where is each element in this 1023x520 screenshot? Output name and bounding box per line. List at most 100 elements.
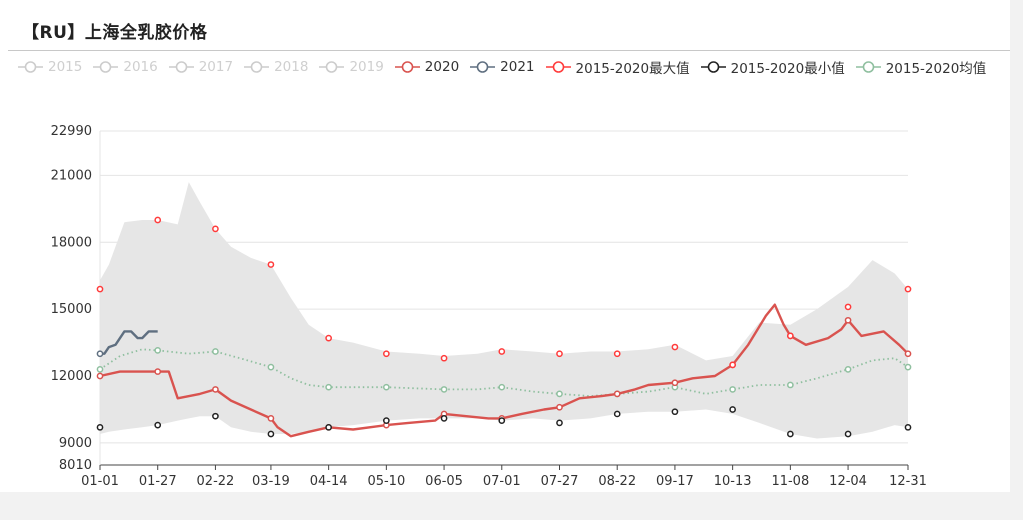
- x-tick-label: 04-14: [310, 474, 348, 489]
- max-point: [904, 285, 912, 293]
- min-point: [671, 408, 679, 416]
- y-tick-label: 18000: [51, 235, 92, 250]
- 2020-point: [671, 379, 679, 387]
- legend-marker-icon: [319, 61, 345, 73]
- average-point: [440, 386, 448, 393]
- x-tick-label: 07-27: [541, 474, 579, 489]
- legend-item-2016[interactable]: 2016: [93, 56, 158, 78]
- legend-label: 2015-2020均值: [885, 61, 987, 77]
- legend-item-2015-2020最小值[interactable]: 2015-2020最小值: [700, 56, 845, 78]
- legend-label: 2015-2020最小值: [730, 61, 845, 77]
- legend-marker-icon: [18, 61, 43, 73]
- chart-panel: 【RU】上海全乳胶价格 2015 2016 2017 2018 2019 2020 2021…: [0, 0, 1010, 492]
- average-point: [325, 383, 332, 391]
- min-point: [787, 430, 794, 438]
- average-point: [844, 365, 852, 373]
- average-point: [154, 347, 162, 354]
- average-point: [212, 348, 219, 355]
- y-tick-label: 22990: [51, 124, 92, 139]
- legend-marker-icon: [168, 61, 194, 73]
- x-tick-label: 06-05: [425, 474, 463, 489]
- min-point: [212, 412, 219, 420]
- title-divider: [8, 50, 1010, 51]
- x-tick-label: 11-08: [771, 474, 809, 489]
- legend-marker-icon: [394, 61, 420, 73]
- legend-item-2019[interactable]: 2019: [319, 56, 384, 78]
- legend-item-2021[interactable]: 2021: [470, 56, 535, 78]
- 2020-point: [267, 415, 275, 422]
- legend-label: 2020: [424, 59, 460, 75]
- y-tick-label: 12000: [51, 369, 92, 384]
- 2020-point: [904, 350, 912, 358]
- max-point: [325, 334, 332, 342]
- average-point: [383, 383, 390, 391]
- min-point: [904, 423, 912, 431]
- legend-marker-icon: [545, 61, 571, 73]
- legend-marker-icon: [700, 61, 726, 73]
- average-point: [96, 365, 104, 373]
- average-point: [729, 386, 736, 393]
- legend-label: 2015: [48, 59, 83, 75]
- average-point: [904, 363, 912, 371]
- line-chart: 8010 9000 12000 15000 18000 21000 22990 01-01 01…: [51, 124, 927, 489]
- series-line-2021: [100, 330, 158, 355]
- y-tick-label: 15000: [51, 302, 92, 317]
- legend: 2015 2016 2017 2018 2019 2020 2021 2015-2020最大值…: [18, 56, 1003, 78]
- x-tick-label: 10-13: [714, 474, 752, 489]
- min-point: [498, 417, 506, 424]
- legend-item-2018[interactable]: 2018: [244, 56, 308, 78]
- legend-marker-icon: [470, 61, 496, 73]
- max-point: [267, 261, 275, 268]
- min-point: [267, 430, 275, 438]
- max-point: [556, 350, 563, 358]
- min-point: [556, 419, 563, 427]
- max-point: [96, 285, 104, 293]
- 2020-point: [844, 316, 852, 324]
- chart-title: 【RU】上海全乳胶价格: [22, 23, 208, 43]
- legend-item-2015-2020均值[interactable]: 2015-2020均值: [855, 56, 987, 78]
- legend-marker-icon: [244, 61, 270, 73]
- legend-label: 2019: [349, 59, 384, 75]
- legend-label: 2016: [123, 59, 158, 75]
- range-band: [100, 182, 908, 439]
- max-point: [729, 361, 736, 369]
- average-point: [498, 383, 506, 391]
- x-tick-label: 09-17: [656, 474, 694, 489]
- max-point: [787, 332, 794, 340]
- x-tick-label: 01-27: [139, 474, 177, 489]
- min-point: [844, 430, 852, 438]
- y-tick-label: 9000: [59, 436, 92, 451]
- min-point: [154, 421, 162, 429]
- max-point: [383, 350, 390, 358]
- min-point: [383, 417, 390, 424]
- 2020-point: [154, 368, 162, 375]
- 2020-point: [212, 386, 219, 393]
- x-tick-label: 08-22: [598, 474, 636, 489]
- max-point: [440, 354, 448, 362]
- legend-item-2015-2020最大值[interactable]: 2015-2020最大值: [545, 56, 690, 78]
- min-point: [729, 406, 736, 413]
- x-tick-label: 02-22: [197, 474, 235, 489]
- max-point: [154, 216, 162, 224]
- average-point: [556, 390, 563, 398]
- x-tick-label: 07-01: [483, 474, 521, 489]
- legend-item-2015[interactable]: 2015: [18, 56, 82, 78]
- x-tick-label: 12-04: [829, 474, 867, 489]
- legend-marker-icon: [855, 61, 881, 73]
- x-tick-label: 12-31: [889, 474, 927, 489]
- min-point: [325, 423, 332, 431]
- min-point: [613, 410, 621, 418]
- 2020-point: [613, 390, 621, 398]
- max-point: [212, 225, 219, 233]
- average-point: [267, 363, 275, 371]
- max-point: [844, 303, 852, 311]
- x-tick-label: 03-19: [252, 474, 290, 489]
- y-tick-label: 21000: [51, 168, 92, 183]
- legend-item-2017[interactable]: 2017: [168, 56, 234, 78]
- average-point: [787, 381, 794, 389]
- legend-label: 2017: [198, 59, 234, 75]
- 2021-point: [96, 350, 104, 358]
- 2020-point: [556, 403, 563, 411]
- legend-item-2020[interactable]: 2020: [394, 56, 460, 78]
- x-tick-label: 01-01: [81, 474, 119, 489]
